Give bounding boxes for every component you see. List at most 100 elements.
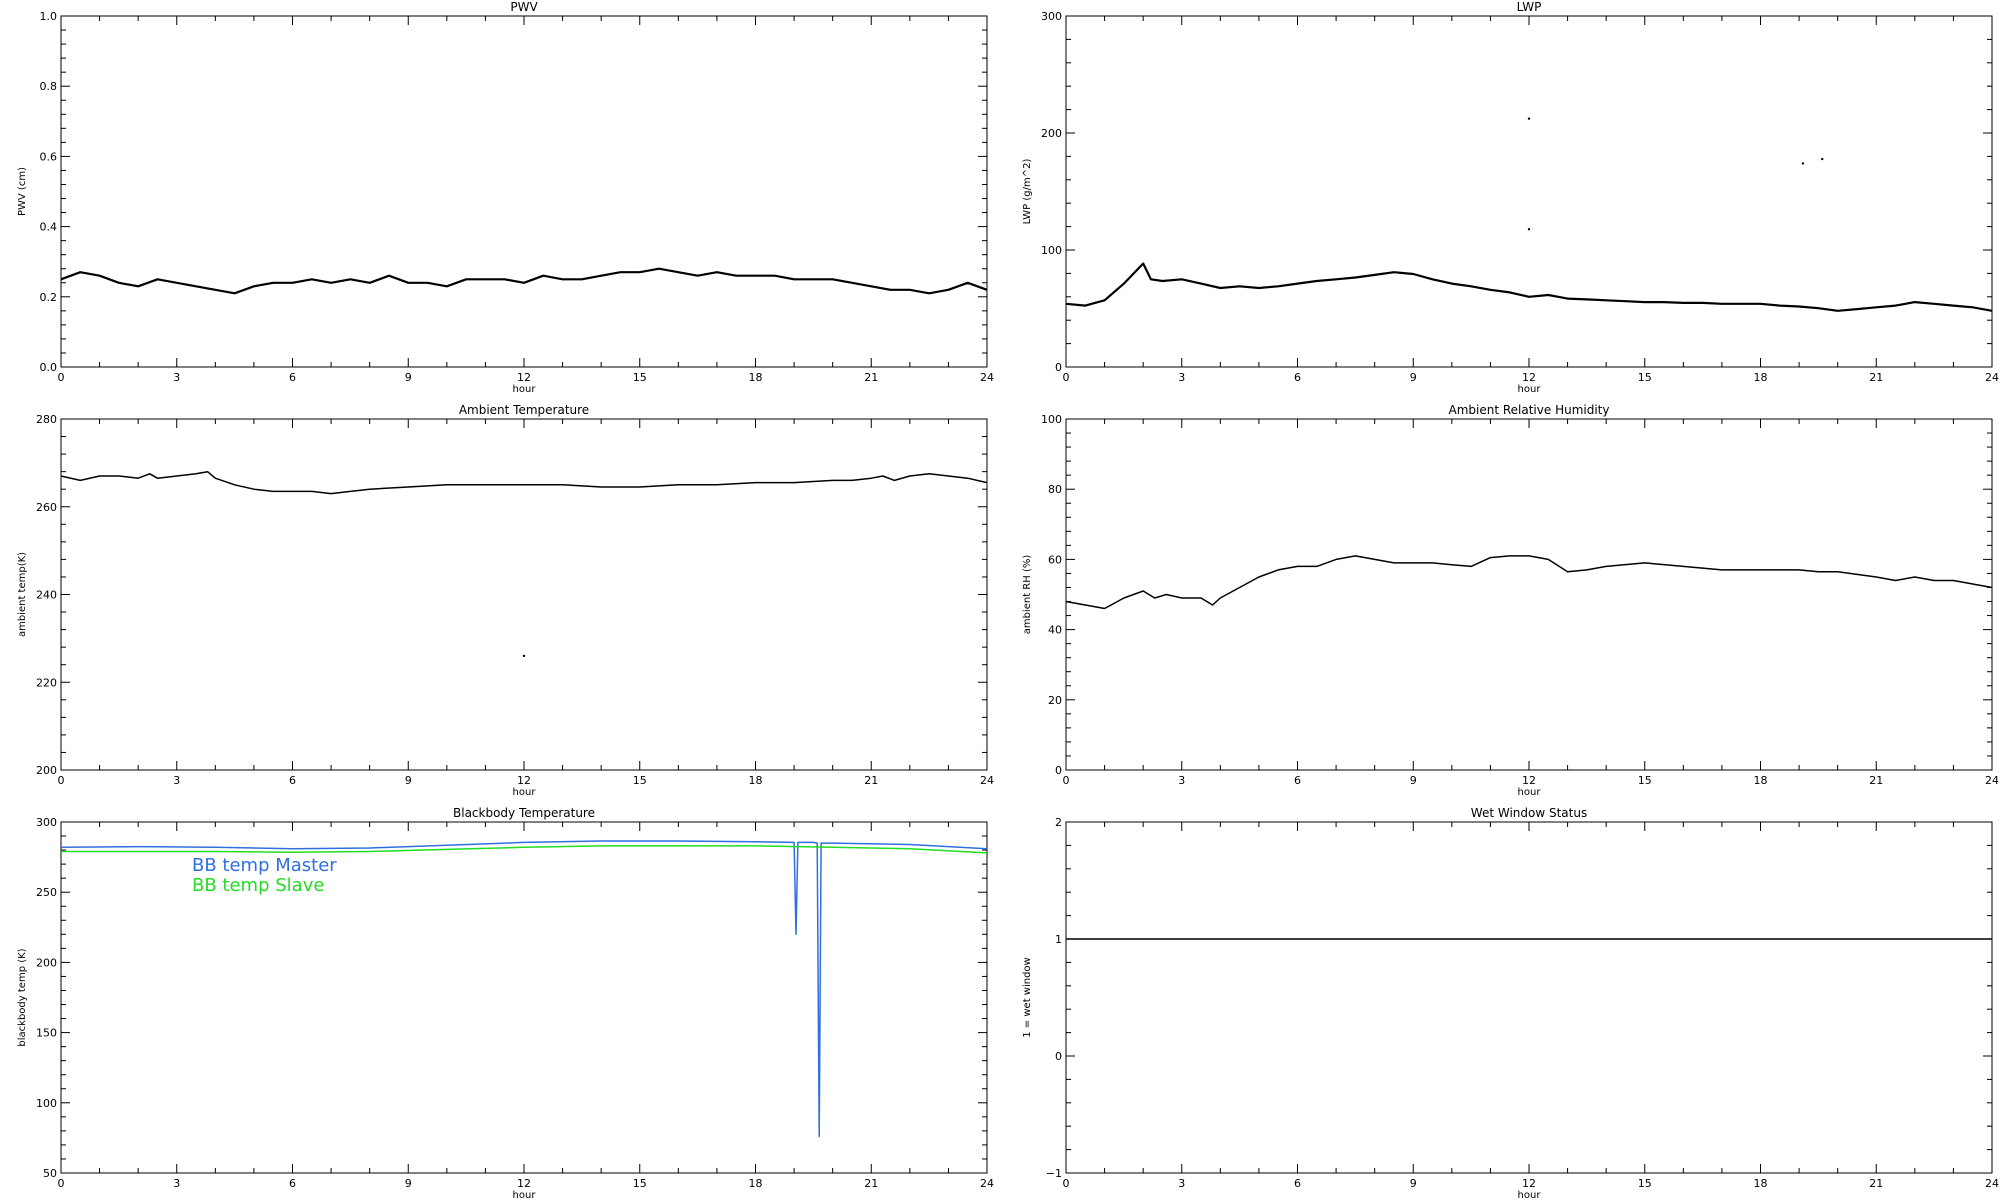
y-tick-label: −1: [1046, 1167, 1062, 1180]
x-tick-label: 6: [289, 774, 296, 787]
series-line-1: [60, 840, 988, 1138]
chart-title: Ambient Temperature: [459, 403, 589, 417]
chart-panel-5: Blackbody Temperature 0 3 6 9 12 15 18 21 24 hour 5…: [17, 806, 994, 1200]
y-tick-label: 100: [36, 1097, 57, 1110]
chart-title: LWP: [1517, 0, 1542, 14]
y-tick-label: 300: [1041, 10, 1062, 23]
x-tick-label: 0: [58, 774, 65, 787]
x-tick-label: 9: [405, 774, 412, 787]
y-tick-label: 50: [43, 1167, 57, 1180]
x-tick-label: 12: [517, 1177, 531, 1190]
chart-title: PWV: [510, 0, 538, 14]
y-tick-label: 150: [36, 1027, 57, 1040]
x-tick-label: 15: [1638, 371, 1652, 384]
x-tick-label: 3: [173, 371, 180, 384]
x-tick-label: 18: [749, 371, 763, 384]
y-axis-label: ambient RH (%): [1022, 555, 1033, 635]
series-line-1: [60, 470, 988, 495]
y-tick-label: 100: [1041, 244, 1062, 257]
y-tick-label: 100: [1041, 413, 1062, 426]
x-tick-label: 9: [1410, 1177, 1417, 1190]
data-point: [1801, 162, 1805, 165]
x-tick-label: 18: [749, 1177, 763, 1190]
x-tick-label: 18: [749, 774, 763, 787]
series-line-1: [1065, 555, 1993, 610]
chart-panel-3: Ambient Temperature 0 3 6 9 12 15 18 21 24 hour 200…: [17, 403, 994, 798]
y-tick-label: 40: [1048, 624, 1062, 637]
chart-title: Wet Window Status: [1471, 806, 1587, 820]
series-line-2: [61, 845, 988, 854]
x-tick-label: 15: [633, 774, 647, 787]
chart-panel-2: LWP 0 3 6 9 12 15 18 21 24 hour 0 100 200 300 LWP (g/m^…: [1022, 0, 1999, 395]
legend-entry-2: BB temp Slave: [192, 875, 324, 896]
x-tick-label: 6: [1294, 1177, 1301, 1190]
y-tick-label: 280: [36, 413, 57, 426]
x-axis-label: hour: [1518, 787, 1542, 798]
plot-frame: [60, 418, 988, 771]
x-tick-label: 24: [1985, 1177, 1999, 1190]
chart-panel-4: Ambient Relative Humidity 0 3 6 9 12 15 18 21 24 h…: [1022, 403, 1999, 798]
y-tick-label: 300: [36, 816, 57, 829]
x-axis-label: hour: [513, 1190, 537, 1200]
x-tick-label: 15: [1638, 774, 1652, 787]
data-point: [522, 654, 526, 658]
x-tick-label: 15: [633, 1177, 647, 1190]
y-tick-label: 60: [1048, 553, 1062, 566]
y-tick-label: 0: [1055, 1050, 1062, 1063]
x-tick-label: 21: [1869, 371, 1883, 384]
x-tick-label: 21: [1869, 1177, 1883, 1190]
chart-title: Ambient Relative Humidity: [1449, 403, 1610, 417]
y-axis-label: PWV (cm): [17, 167, 28, 216]
y-tick-label: 250: [36, 886, 57, 899]
x-tick-label: 24: [1985, 371, 1999, 384]
y-axis-label: 1 = wet window: [1022, 957, 1033, 1037]
y-tick-label: 240: [36, 589, 57, 602]
x-tick-label: 12: [517, 774, 531, 787]
y-tick-label: 260: [36, 501, 57, 514]
y-tick-label: 20: [1048, 694, 1062, 707]
x-tick-label: 18: [1754, 774, 1768, 787]
x-tick-label: 0: [58, 1177, 65, 1190]
x-tick-label: 12: [1522, 1177, 1536, 1190]
x-tick-label: 18: [1754, 371, 1768, 384]
y-tick-label: 200: [36, 764, 57, 777]
x-tick-label: 12: [1522, 371, 1536, 384]
x-tick-label: 9: [1410, 774, 1417, 787]
x-tick-label: 3: [1178, 1177, 1185, 1190]
data-point: [1527, 117, 1531, 120]
x-tick-label: 3: [1178, 371, 1185, 384]
legend-entry-1: BB temp Master: [192, 855, 337, 876]
y-tick-label: 0.8: [40, 80, 58, 93]
x-tick-label: 21: [864, 371, 878, 384]
x-tick-label: 21: [1869, 774, 1883, 787]
data-point: [1527, 228, 1531, 231]
x-tick-label: 9: [405, 371, 412, 384]
x-tick-label: 0: [1063, 774, 1070, 787]
y-tick-label: 0: [1055, 361, 1062, 374]
y-tick-label: 0.2: [40, 291, 58, 304]
y-tick-label: 0.6: [40, 150, 58, 163]
x-tick-label: 21: [864, 1177, 878, 1190]
x-tick-label: 6: [1294, 371, 1301, 384]
x-tick-label: 6: [289, 1177, 296, 1190]
x-axis-label: hour: [1518, 1190, 1542, 1200]
y-tick-label: 1: [1055, 933, 1062, 946]
plot-frame: [60, 15, 988, 368]
x-axis-label: hour: [513, 787, 537, 798]
y-tick-label: 0.4: [40, 221, 58, 234]
x-tick-label: 15: [1638, 1177, 1652, 1190]
x-tick-label: 24: [1985, 774, 1999, 787]
x-tick-label: 24: [980, 1177, 994, 1190]
plot-frame: [1065, 821, 1993, 1174]
x-axis-label: hour: [513, 384, 537, 395]
y-tick-label: 0: [1055, 764, 1062, 777]
x-tick-label: 12: [517, 371, 531, 384]
x-tick-label: 6: [1294, 774, 1301, 787]
series-line-1: [1065, 262, 1993, 312]
y-axis-label: blackbody temp (K): [17, 948, 28, 1046]
x-tick-label: 15: [633, 371, 647, 384]
x-tick-label: 0: [1063, 1177, 1070, 1190]
y-axis-label: ambient temp(K): [17, 552, 28, 637]
